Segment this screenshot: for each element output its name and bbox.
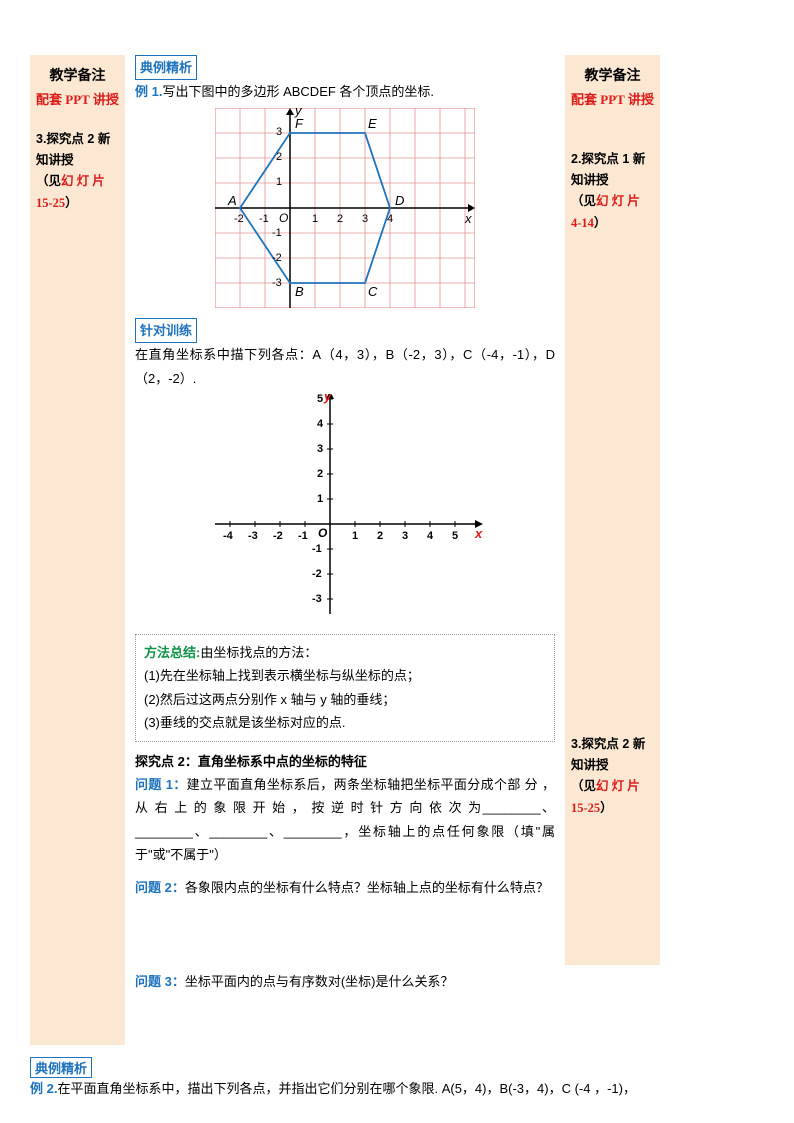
svg-text:x: x [474, 526, 483, 541]
ex2-text: 在平面直角坐标系中，描出下列各点，并指出它们分别在哪个象限. A(5，4)，B(… [57, 1081, 636, 1096]
page-layout: 教学备注 配套 PPT 讲授 3.探究点 2 新 知讲授 （见幻 灯 片 15-… [30, 55, 764, 1045]
svg-text:O: O [318, 526, 328, 540]
method-intro: 由坐标找点的方法： [200, 645, 317, 660]
method-1: (1)先在坐标轴上找到表示横坐标与纵坐标的点； [144, 664, 546, 687]
question-2: 问题 2：各象限内点的坐标有什么特点？坐标轴上点的坐标有什么特点？ [135, 876, 555, 899]
section-label-1: 典例精析 [135, 55, 197, 80]
right-item2-l4: 15-25 [571, 801, 600, 815]
training-text: 在直角坐标系中描下列各点：A（4，3），B（-2，3），C（-4，-1），D（2… [135, 343, 555, 390]
sidebar-left: 教学备注 配套 PPT 讲授 3.探究点 2 新 知讲授 （见幻 灯 片 15-… [30, 55, 125, 1045]
svg-text:5: 5 [317, 394, 323, 405]
svg-text:3: 3 [276, 126, 282, 138]
section-label-3: 典例精析 [30, 1057, 92, 1078]
right-item1-l1: 2.探究点 1 新 [571, 152, 645, 166]
section-label-2: 针对训练 [135, 318, 197, 343]
svg-text:1: 1 [317, 493, 323, 505]
left-item1-l3b: 幻 灯 片 [61, 174, 105, 188]
right-item2-l1: 3.探究点 2 新 [571, 737, 645, 751]
svg-text:5: 5 [452, 530, 458, 542]
left-item1-l2: 知讲授 [36, 153, 74, 167]
method-2: (2)然后过这两点分别作 x 轴与 y 轴的垂线； [144, 688, 546, 711]
right-sidebar-heading: 教学备注 [571, 65, 654, 89]
left-sidebar-subhead: 配套 PPT 讲授 [36, 89, 119, 111]
svg-text:F: F [295, 116, 304, 131]
svg-text:-3: -3 [272, 277, 282, 289]
bottom-section: 典例精析 例 2.在平面直角坐标系中，描出下列各点，并指出它们分别在哪个象限. … [30, 1057, 764, 1097]
svg-text:A: A [227, 193, 237, 208]
svg-text:3: 3 [317, 443, 323, 455]
sidebar-right: 教学备注 配套 PPT 讲授 2.探究点 1 新 知讲授 （见幻 灯 片 4-1… [565, 55, 660, 965]
svg-text:-2: -2 [234, 213, 244, 225]
svg-text:-2: -2 [273, 530, 283, 542]
right-item1-l3a: （见 [571, 194, 596, 208]
chart-blank-coords: y x O -4 -3 -2 -1 1 2 3 4 5 1 2 3 4 5 -1 -2 -3 [135, 394, 555, 624]
example-1: 例 1.写出下图中的多边形 ABCDEF 各个顶点的坐标. [135, 80, 555, 103]
svg-text:1: 1 [352, 530, 358, 542]
svg-text:3: 3 [402, 530, 408, 542]
svg-text:-4: -4 [223, 530, 234, 542]
svg-text:2: 2 [377, 530, 383, 542]
svg-text:1: 1 [312, 213, 318, 225]
svg-text:-2: -2 [312, 568, 322, 580]
svg-text:4: 4 [387, 213, 393, 225]
method-summary-box: 方法总结:由坐标找点的方法： (1)先在坐标轴上找到表示横坐标与纵坐标的点； (… [135, 634, 555, 742]
ex1-text: 写出下图中的多边形 ABCDEF 各个顶点的坐标. [162, 84, 434, 99]
svg-text:x: x [464, 211, 472, 226]
svg-text:-2: -2 [272, 252, 282, 264]
example-2: 例 2.在平面直角坐标系中，描出下列各点，并指出它们分别在哪个象限. A(5，4… [30, 1078, 764, 1097]
ex2-label: 例 2. [30, 1081, 57, 1096]
right-item1-l3b: 幻 灯 片 [596, 194, 640, 208]
right-item1-l4: 4-14 [571, 216, 594, 230]
svg-text:-1: -1 [259, 213, 269, 225]
question-3: 问题 3：坐标平面内的点与有序数对(坐标)是什么关系？ [135, 970, 555, 993]
right-item2-l3a: （见 [571, 779, 596, 793]
svg-text:1: 1 [276, 176, 282, 188]
q2-label: 问题 2： [135, 880, 185, 895]
left-item1-l4b: ） [65, 196, 78, 210]
svg-text:3: 3 [362, 213, 368, 225]
q3-label: 问题 3： [135, 974, 185, 989]
svg-text:-3: -3 [312, 593, 322, 605]
method-title: 方法总结: [144, 645, 200, 660]
svg-text:D: D [395, 193, 404, 208]
svg-text:-3: -3 [248, 530, 258, 542]
svg-text:-1: -1 [298, 530, 308, 542]
svg-text:2: 2 [337, 213, 343, 225]
left-item1-l4: 15-25 [36, 196, 65, 210]
q2-text: 各象限内点的坐标有什么特点？坐标轴上点的坐标有什么特点？ [185, 880, 549, 895]
right-item1-l4b: ） [594, 216, 607, 230]
svg-text:4: 4 [317, 418, 324, 430]
question-1: 问题 1：建立平面直角坐标系后，两条坐标轴把坐标平面分成个部 分 ， 从 右 上… [135, 773, 555, 867]
svg-text:E: E [368, 116, 377, 131]
svg-text:2: 2 [276, 151, 282, 163]
svg-text:B: B [295, 284, 304, 299]
right-item2-l2: 知讲授 [571, 758, 609, 772]
main-content: 典例精析 例 1.写出下图中的多边形 ABCDEF 各个顶点的坐标. [135, 55, 555, 993]
left-item1-l1: 3.探究点 2 新 [36, 132, 110, 146]
q1-label: 问题 1： [135, 777, 187, 792]
left-sidebar-heading: 教学备注 [36, 65, 119, 89]
right-item1-l2: 知讲授 [571, 173, 609, 187]
left-item1-l3a: （见 [36, 174, 61, 188]
method-3: (3)垂线的交点就是该坐标对应的点. [144, 711, 546, 734]
q3-text: 坐标平面内的点与有序数对(坐标)是什么关系？ [185, 974, 454, 989]
right-item2-l3b: 幻 灯 片 [596, 779, 640, 793]
ex1-label: 例 1. [135, 84, 162, 99]
svg-text:-1: -1 [272, 227, 282, 239]
svg-text:2: 2 [317, 468, 323, 480]
svg-text:y: y [323, 394, 332, 404]
right-item2-l4b: ） [600, 801, 613, 815]
chart-hexagon: A B C D E F -2-1 O 12 34 12 3 -1-2 -3 y [135, 108, 555, 308]
svg-text:-1: -1 [312, 543, 322, 555]
q1-text: 建立平面直角坐标系后，两条坐标轴把坐标平面分成个部 分 ， 从 右 上 的 象 … [135, 777, 555, 862]
svg-text:O: O [279, 211, 288, 225]
svg-text:C: C [368, 284, 378, 299]
svg-text:4: 4 [427, 530, 434, 542]
right-sidebar-subhead: 配套 PPT 讲授 [571, 89, 654, 111]
explore2-title: 探究点 2：直角坐标系中点的坐标的特征 [135, 754, 367, 769]
